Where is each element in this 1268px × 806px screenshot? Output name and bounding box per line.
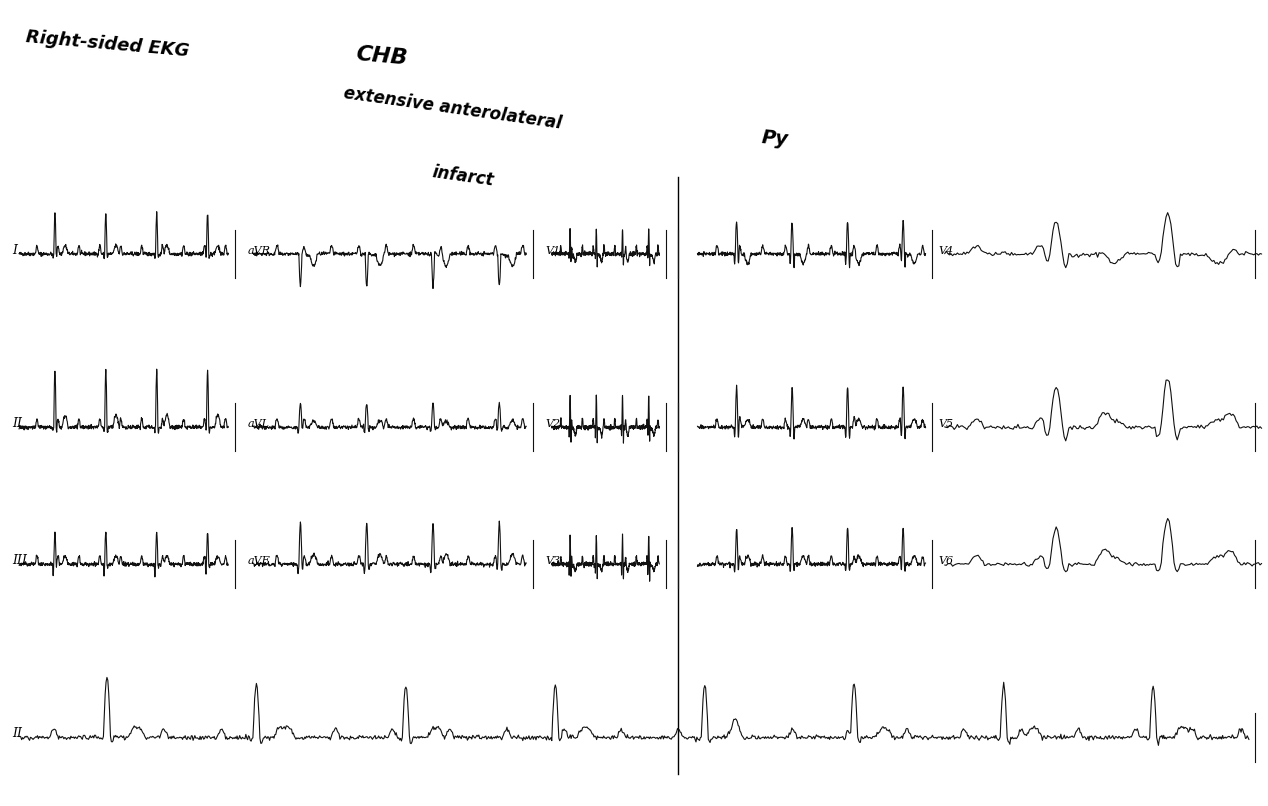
Text: aVL: aVL bbox=[247, 419, 269, 429]
Text: V3: V3 bbox=[545, 556, 560, 566]
Text: II: II bbox=[13, 418, 23, 430]
Text: V2: V2 bbox=[545, 419, 560, 429]
Text: II: II bbox=[13, 728, 23, 741]
Text: V4: V4 bbox=[938, 246, 954, 256]
Text: extensive anterolateral: extensive anterolateral bbox=[342, 85, 563, 133]
Text: V5: V5 bbox=[938, 419, 954, 429]
Text: Right-sided EKG: Right-sided EKG bbox=[25, 28, 190, 60]
Text: III: III bbox=[13, 555, 28, 567]
Text: aVR: aVR bbox=[247, 246, 270, 256]
Text: I: I bbox=[13, 244, 18, 257]
Text: CHB: CHB bbox=[355, 44, 408, 69]
Text: V6: V6 bbox=[938, 556, 954, 566]
Text: aVF: aVF bbox=[247, 556, 270, 566]
Text: Py: Py bbox=[761, 128, 790, 149]
Text: infarct: infarct bbox=[431, 163, 496, 189]
Text: V1: V1 bbox=[545, 246, 560, 256]
